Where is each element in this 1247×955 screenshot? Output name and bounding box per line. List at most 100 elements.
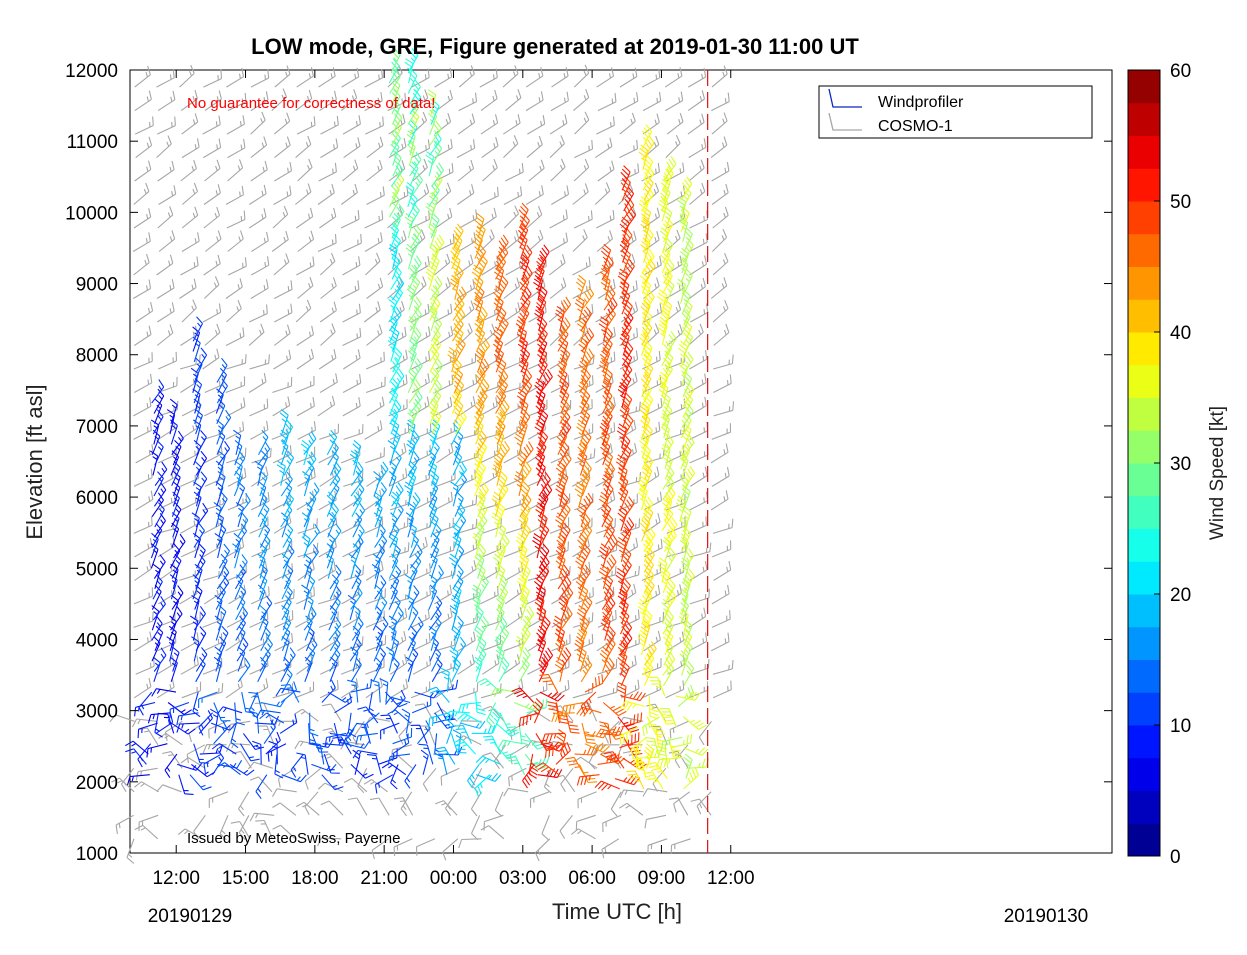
profiler-wind-barb — [290, 753, 304, 778]
cosmo-wind-barb — [687, 323, 704, 346]
profiler-wind-barb — [373, 491, 383, 517]
profiler-wind-barb — [599, 419, 610, 445]
profiler-wind-barb — [559, 409, 571, 435]
profiler-wind-barb — [380, 714, 399, 734]
cosmo-wind-barb — [594, 137, 613, 159]
cosmo-wind-barb — [132, 279, 152, 299]
profiler-wind-barb — [192, 316, 203, 342]
profiler-wind-barb — [581, 595, 593, 621]
cosmo-wind-barb — [156, 254, 174, 276]
profiler-wind-barb — [151, 688, 177, 697]
profiler-wind-barb — [538, 409, 549, 435]
cosmo-wind-barb — [665, 91, 684, 112]
colorbar-band — [1128, 332, 1160, 366]
profiler-wind-barb — [390, 491, 400, 517]
profiler-wind-barb — [452, 306, 466, 332]
profiler-wind-barb — [452, 265, 464, 290]
profiler-wind-barb — [526, 698, 548, 714]
profiler-wind-barb — [664, 578, 676, 604]
cosmo-wind-barb — [642, 788, 668, 797]
profiler-wind-barb — [558, 575, 572, 600]
profiler-wind-barb — [153, 647, 167, 672]
cosmo-wind-barb — [180, 655, 199, 675]
profiler-wind-barb — [454, 636, 467, 662]
profiler-wind-barb — [558, 470, 569, 497]
profiler-wind-barb — [662, 299, 673, 325]
cosmo-wind-barb — [526, 205, 543, 229]
profiler-wind-barb — [431, 419, 441, 445]
profiler-wind-barb — [389, 399, 402, 425]
cosmo-wind-barb — [342, 115, 361, 135]
cosmo-wind-barb — [481, 654, 500, 675]
profiler-wind-barb — [557, 317, 571, 342]
profiler-wind-barb — [615, 567, 626, 593]
profiler-wind-barb — [495, 244, 509, 270]
profiler-wind-barb — [458, 701, 481, 714]
profiler-wind-barb — [321, 679, 336, 703]
profiler-wind-barb — [447, 347, 458, 373]
profiler-wind-barb — [539, 673, 559, 693]
cosmo-wind-barb — [205, 230, 222, 252]
profiler-wind-barb — [497, 399, 510, 425]
cosmo-wind-barb — [528, 159, 545, 182]
cosmo-wind-barb — [158, 351, 178, 370]
profiler-wind-barb — [520, 441, 534, 466]
profiler-wind-barb — [370, 679, 381, 703]
profiler-wind-barb — [619, 700, 645, 711]
profiler-wind-barb — [520, 615, 532, 641]
profiler-wind-barb — [351, 574, 362, 600]
profiler-wind-barb — [603, 751, 625, 769]
cosmo-wind-barb — [319, 90, 337, 112]
profiler-wind-barb — [474, 398, 485, 425]
cosmo-wind-barb — [551, 634, 571, 652]
cosmo-wind-barb — [133, 516, 153, 534]
profiler-wind-barb — [496, 357, 507, 383]
profiler-wind-barb — [662, 465, 675, 490]
profiler-wind-barb — [474, 543, 487, 569]
profiler-wind-barb — [211, 743, 237, 755]
cosmo-wind-barb — [133, 468, 153, 487]
legend-cosmo-symbol — [828, 112, 862, 131]
cosmo-wind-barb — [273, 185, 292, 205]
cosmo-wind-barb — [204, 276, 220, 299]
cosmo-wind-barb — [434, 113, 452, 135]
profiler-wind-barb — [452, 532, 462, 559]
cosmo-wind-barb — [470, 815, 481, 841]
profiler-wind-barb — [428, 398, 439, 425]
profiler-wind-barb — [662, 651, 676, 676]
x-tick-label: 12:00 — [152, 868, 200, 889]
profiler-wind-barb — [538, 471, 551, 497]
profiler-wind-barb — [621, 517, 635, 542]
cosmo-wind-barb — [109, 714, 135, 723]
cosmo-wind-barb — [550, 91, 569, 112]
y-axis-label: Elevation [ft asl] — [22, 384, 47, 539]
profiler-wind-barb — [280, 439, 289, 466]
profiler-wind-barb — [581, 327, 595, 352]
profiler-wind-barb — [283, 450, 295, 476]
profiler-wind-barb — [522, 764, 535, 789]
profiler-wind-barb — [635, 747, 646, 772]
profiler-wind-barb — [558, 296, 572, 321]
profiler-wind-barb — [440, 667, 450, 693]
profiler-wind-barb — [619, 630, 633, 656]
profiler-wind-barb — [429, 120, 442, 146]
profiler-wind-barb — [352, 605, 361, 631]
profiler-wind-barb — [621, 341, 634, 367]
profiler-wind-barb — [643, 527, 656, 552]
profiler-wind-barb — [327, 691, 353, 703]
profiler-wind-barb — [621, 444, 632, 470]
profiler-wind-barb — [619, 402, 630, 428]
profiler-wind-barb — [429, 275, 443, 301]
profiler-wind-barb — [420, 749, 429, 775]
profiler-wind-barb — [605, 533, 618, 559]
cosmo-wind-barb — [503, 135, 519, 158]
profiler-wind-barb — [637, 485, 648, 511]
cosmo-wind-barb — [317, 782, 344, 793]
profiler-wind-barb — [475, 430, 488, 455]
profiler-wind-barb — [178, 774, 194, 795]
cosmo-wind-barb — [134, 560, 152, 581]
profiler-wind-barb — [663, 350, 674, 377]
cosmo-wind-barb — [181, 681, 202, 699]
profiler-wind-barb — [409, 336, 419, 362]
profiler-wind-barb — [191, 636, 200, 662]
